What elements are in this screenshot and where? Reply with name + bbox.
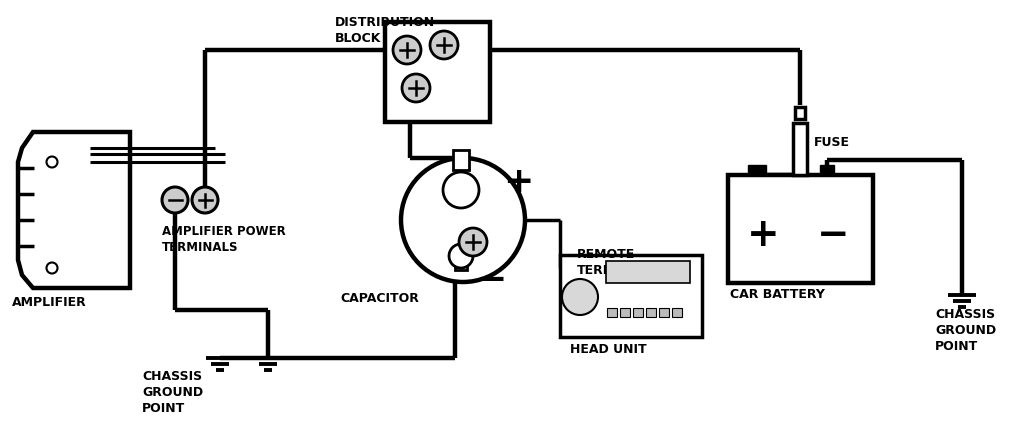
Circle shape: [449, 244, 473, 268]
Bar: [820, 165, 834, 175]
Bar: [385, 22, 490, 122]
Bar: [606, 261, 690, 283]
Text: −: −: [476, 263, 506, 297]
Text: FUSE: FUSE: [814, 136, 850, 148]
Circle shape: [402, 74, 430, 102]
Text: +: +: [746, 216, 779, 254]
Text: −: −: [817, 216, 849, 254]
Text: AMPLIFIER POWER
TERMINALS: AMPLIFIER POWER TERMINALS: [162, 225, 286, 254]
Text: CHASSIS
GROUND
POINT: CHASSIS GROUND POINT: [935, 308, 996, 353]
Bar: [672, 308, 682, 317]
Circle shape: [430, 31, 458, 59]
Circle shape: [443, 172, 479, 208]
Bar: [646, 308, 656, 317]
Text: CAR BATTERY: CAR BATTERY: [730, 288, 825, 301]
Circle shape: [193, 187, 218, 213]
Text: HEAD UNIT: HEAD UNIT: [570, 343, 646, 356]
Bar: [659, 308, 669, 317]
Bar: [455, 254, 467, 270]
Bar: [793, 123, 807, 175]
Text: REMOTE
TERMINAL: REMOTE TERMINAL: [577, 248, 648, 277]
Text: DISTRIBUTION
BLOCK: DISTRIBUTION BLOCK: [335, 16, 435, 45]
Bar: [633, 308, 643, 317]
Bar: [620, 308, 630, 317]
Text: CHASSIS
GROUND
POINT: CHASSIS GROUND POINT: [142, 370, 203, 415]
Circle shape: [162, 187, 188, 213]
Circle shape: [459, 228, 487, 256]
Polygon shape: [18, 132, 130, 288]
Text: AMPLIFIER: AMPLIFIER: [12, 296, 87, 309]
Bar: [748, 165, 766, 175]
Text: CAPACITOR: CAPACITOR: [340, 292, 419, 305]
Bar: [728, 175, 873, 283]
Bar: [453, 150, 469, 170]
Bar: [607, 308, 617, 317]
Bar: [560, 255, 702, 337]
Bar: [795, 107, 805, 119]
Text: +: +: [503, 165, 534, 199]
Circle shape: [393, 36, 421, 64]
Circle shape: [562, 279, 598, 315]
Circle shape: [401, 158, 525, 282]
